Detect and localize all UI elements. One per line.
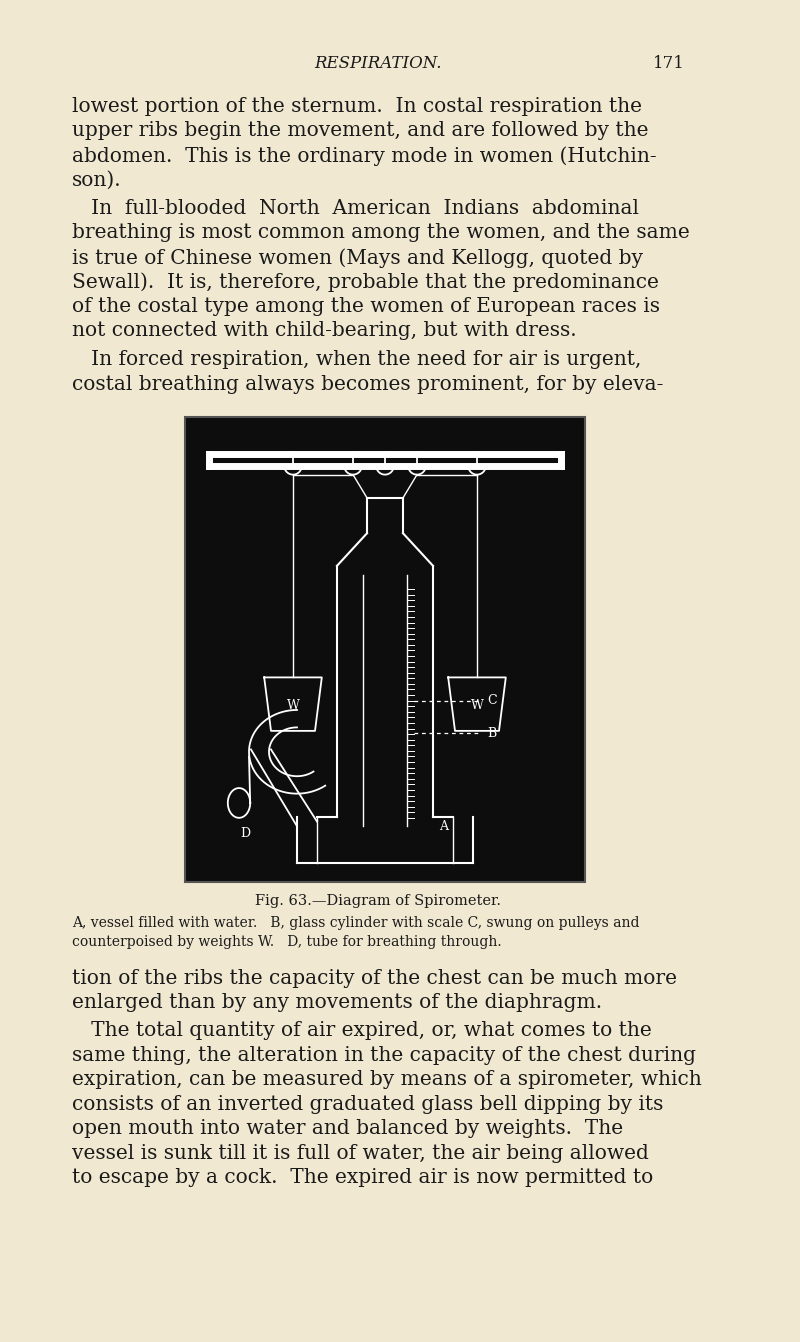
Text: W: W: [286, 699, 299, 711]
Text: In  full‐blooded  North  American  Indians  abdominal: In full‐blooded North American Indians a…: [72, 199, 639, 217]
Text: counterpoised by weights W.   D, tube for breathing through.: counterpoised by weights W. D, tube for …: [72, 934, 502, 949]
Text: open mouth into water and balanced by weights.  The: open mouth into water and balanced by we…: [72, 1119, 623, 1138]
Text: RESPIRATION.: RESPIRATION.: [314, 55, 442, 72]
Text: is true of Chinese women (Mays and Kellogg, quoted by: is true of Chinese women (Mays and Kello…: [72, 248, 643, 267]
Text: expiration, can be measured by means of a spirometer, which: expiration, can be measured by means of …: [72, 1071, 702, 1090]
Text: W: W: [470, 699, 483, 711]
Text: tion of the ribs the capacity of the chest can be much more: tion of the ribs the capacity of the che…: [72, 969, 677, 988]
Text: The total quantity of air expired, or, what comes to the: The total quantity of air expired, or, w…: [72, 1021, 652, 1040]
Text: C: C: [487, 694, 497, 707]
Text: Sewall).  It is, therefore, probable that the predominance: Sewall). It is, therefore, probable that…: [72, 272, 659, 293]
Text: D: D: [240, 827, 250, 840]
Text: son).: son).: [72, 170, 122, 189]
Text: same thing, the alteration in the capacity of the chest during: same thing, the alteration in the capaci…: [72, 1045, 696, 1066]
Text: enlarged than by any movements of the diaphragm.: enlarged than by any movements of the di…: [72, 993, 602, 1012]
Bar: [185, 417, 585, 882]
Text: A: A: [439, 820, 448, 832]
Text: breathing is most common among the women, and the same: breathing is most common among the women…: [72, 224, 690, 243]
Text: lowest portion of the sternum.  In costal respiration the: lowest portion of the sternum. In costal…: [72, 97, 642, 115]
Text: In forced respiration, when the need for air is urgent,: In forced respiration, when the need for…: [72, 350, 642, 369]
Text: 171: 171: [653, 55, 685, 72]
Text: to escape by a cock.  The expired air is now permitted to: to escape by a cock. The expired air is …: [72, 1169, 654, 1188]
Text: A, vessel filled with water.   B, glass cylinder with scale C, swung on pulleys : A, vessel filled with water. B, glass cy…: [72, 917, 639, 930]
Text: of the costal type among the women of European races is: of the costal type among the women of Eu…: [72, 297, 660, 315]
Text: upper ribs begin the movement, and are followed by the: upper ribs begin the movement, and are f…: [72, 122, 649, 141]
Text: Fig. 63.—Diagram of Spirometer.: Fig. 63.—Diagram of Spirometer.: [255, 894, 502, 909]
Text: consists of an inverted graduated glass bell dipping by its: consists of an inverted graduated glass …: [72, 1095, 663, 1114]
Text: vessel is sunk till it is full of water, the air being allowed: vessel is sunk till it is full of water,…: [72, 1143, 649, 1164]
Text: costal breathing always becomes prominent, for by eleva-: costal breathing always becomes prominen…: [72, 374, 663, 393]
Text: not connected with child-bearing, but with dress.: not connected with child-bearing, but wi…: [72, 322, 577, 341]
Text: B: B: [487, 727, 496, 739]
Text: abdomen.  This is the ordinary mode in women (Hutchin-: abdomen. This is the ordinary mode in wo…: [72, 146, 657, 165]
